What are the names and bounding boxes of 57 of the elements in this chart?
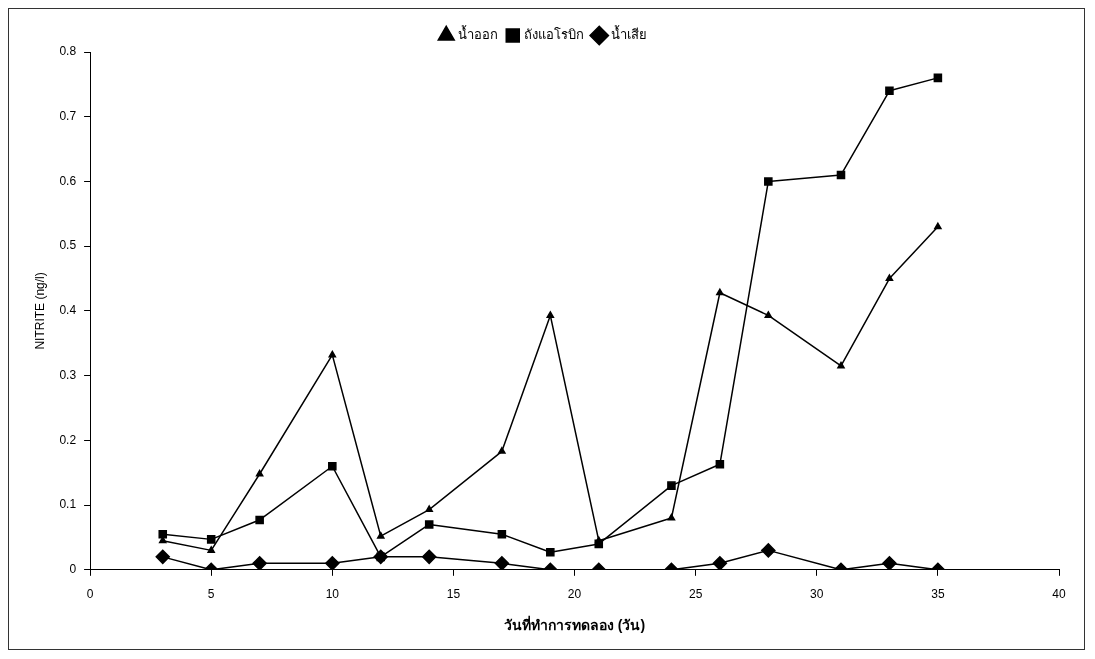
point (155, 549, 170, 565)
x-tick-label: 40 (1052, 587, 1066, 602)
x-tick-label: 35 (931, 587, 945, 602)
x-tick-label: 0 (86, 587, 94, 602)
point (882, 556, 897, 570)
legend-label: ถังแอโรบิก (524, 27, 585, 43)
x-tick-label: 20 (567, 587, 582, 602)
x-tick-label: 25 (688, 587, 703, 602)
x-tick-label: 30 (810, 587, 824, 602)
point (255, 515, 264, 525)
y-tick-label: 0.1 (59, 497, 77, 512)
point (764, 177, 773, 186)
point (325, 556, 340, 570)
y-axis-title: NITRITE (ng/l) (32, 272, 47, 350)
point (716, 288, 724, 296)
point (761, 543, 776, 558)
point (546, 311, 555, 318)
y-tick-label: 0 (69, 562, 77, 577)
point (546, 548, 555, 557)
point (933, 73, 943, 83)
point (497, 529, 507, 539)
point (712, 556, 728, 570)
point (421, 549, 437, 565)
point (255, 469, 264, 477)
x-axis-title: วันที่ทำการทดลอง (วัน) (503, 615, 646, 634)
point (328, 461, 337, 471)
y-tick-label: 0.3 (59, 367, 77, 382)
point (715, 460, 725, 469)
y-tick-label: 0.7 (59, 109, 77, 124)
y-tick-label: 0.5 (59, 238, 77, 253)
point (498, 447, 506, 454)
point (837, 361, 845, 369)
point (425, 505, 433, 513)
point (885, 274, 894, 282)
point (424, 520, 434, 529)
x-tick-label: 5 (207, 587, 215, 602)
point (376, 531, 385, 539)
y-tick-label: 0.2 (59, 432, 77, 447)
point (206, 535, 216, 544)
point (328, 350, 337, 358)
point (764, 311, 773, 318)
point (494, 556, 510, 570)
point (252, 556, 267, 570)
legend-label: น้ำออก (457, 25, 498, 43)
point (207, 546, 215, 553)
point (667, 513, 676, 521)
x-tick-label: 10 (325, 587, 340, 602)
point (885, 86, 894, 96)
point (158, 529, 168, 539)
point (836, 170, 846, 180)
x-tick-label: 15 (446, 587, 461, 602)
point (934, 222, 942, 230)
y-tick-label: 0.8 (59, 44, 77, 59)
y-tick-label: 0.6 (59, 173, 77, 188)
y-tick-label: 0.4 (59, 303, 77, 318)
legend-label: น้ำเสีย (610, 25, 647, 43)
point (667, 481, 676, 490)
